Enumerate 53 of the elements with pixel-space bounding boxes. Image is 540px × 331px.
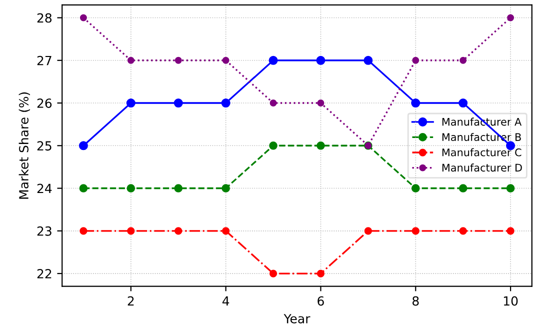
point (269, 141, 278, 150)
point (127, 227, 135, 235)
point (174, 184, 183, 192)
point (221, 98, 230, 108)
point (317, 100, 324, 106)
point (411, 98, 420, 108)
point (458, 184, 468, 192)
point (412, 56, 420, 64)
point (411, 184, 420, 192)
point (316, 56, 326, 65)
y-tick-label: 26 (37, 98, 52, 108)
point (222, 56, 230, 64)
y-tick-label: 23 (37, 226, 52, 236)
point (79, 184, 88, 192)
y-tick-label: 25 (37, 141, 52, 151)
point (270, 100, 277, 106)
point (78, 141, 88, 150)
point (174, 56, 182, 64)
point (506, 227, 514, 235)
y-tick-label: 22 (37, 269, 52, 278)
x-tick-label: 8 (412, 296, 419, 306)
point (458, 98, 468, 108)
x-tick-label: 10 (504, 296, 518, 306)
point (126, 98, 136, 108)
y-tick-label: 28 (37, 13, 52, 23)
point (459, 227, 467, 235)
point (222, 184, 230, 192)
point (80, 14, 87, 22)
x-axis-title: Year (284, 314, 310, 324)
point (506, 184, 515, 192)
y-tick-label: 27 (37, 56, 52, 66)
point (460, 56, 467, 64)
x-tick-label: 6 (318, 296, 324, 306)
point (80, 227, 88, 235)
point (268, 56, 278, 65)
legend-label: Manufacturer D (442, 164, 522, 172)
point (269, 270, 278, 278)
point (507, 14, 514, 22)
x-tick-label: 2 (128, 296, 134, 306)
point (316, 270, 325, 278)
point (222, 227, 230, 235)
x-tick-label: 4 (222, 296, 230, 306)
legend-label: Manufacturer C (442, 148, 522, 156)
point (364, 56, 373, 65)
point (364, 227, 372, 235)
point (316, 141, 325, 150)
point (412, 227, 420, 235)
y-tick-label: 24 (37, 184, 52, 194)
point (127, 56, 134, 64)
point (126, 184, 136, 192)
point (174, 98, 183, 108)
point (174, 227, 182, 235)
y-axis-title: Market Share (%) (18, 92, 30, 199)
